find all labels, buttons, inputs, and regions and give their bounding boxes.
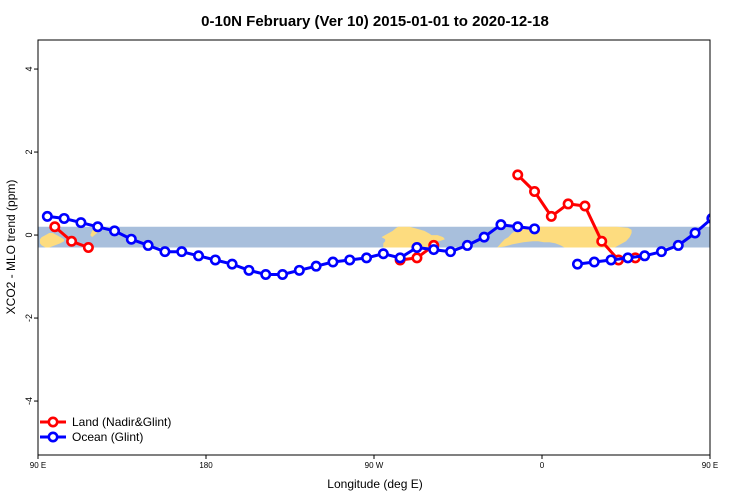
ocean-data-point (639, 250, 651, 262)
ocean-data-point (109, 225, 121, 237)
ocean-data-point (724, 220, 732, 228)
ocean-data-point (571, 258, 583, 270)
ocean-data-point (478, 231, 490, 243)
ocean-data-point (92, 221, 104, 233)
land-data-point (512, 169, 524, 181)
x-axis-label: Longitude (deg E) (327, 477, 422, 491)
ocean-data-point (706, 213, 710, 224)
land-data-point (411, 252, 423, 264)
ocean-data-point (226, 258, 238, 270)
ocean-data-point (588, 256, 600, 268)
ocean-data-point (125, 233, 137, 245)
ocean-data-point (293, 264, 305, 276)
ocean-data-point (605, 254, 617, 266)
ocean-data-point (741, 227, 749, 235)
x-tick-label: 0 (540, 461, 545, 470)
x-tick-label: 90 E (30, 461, 46, 470)
land-data-point (596, 235, 608, 247)
ocean-data-point (361, 252, 373, 264)
y-tick-label: 0 (24, 233, 34, 238)
ocean-data-point (529, 223, 541, 235)
y-tick-label: -2 (24, 314, 34, 322)
x-axis: 90 E 180 90 W 0 90 E (30, 455, 718, 470)
land-data-point (66, 235, 78, 247)
ocean-data-point (75, 217, 87, 229)
ocean-data-point (344, 254, 356, 266)
ocean-data-point (176, 246, 188, 258)
land-data-point (82, 242, 94, 254)
chart-title: 0-10N February (Ver 10) 2015-01-01 to 20… (201, 13, 549, 30)
ocean-data-point (277, 268, 289, 280)
ocean-data-point (142, 239, 154, 251)
y-tick-label: 4 (24, 67, 34, 72)
series-layer (41, 169, 749, 280)
ocean-data-point (689, 227, 701, 239)
y-axis: -4 -2 0 2 4 (24, 67, 38, 405)
y-tick-label: -4 (24, 397, 34, 405)
land-data-point (579, 200, 591, 212)
land-data-point (49, 221, 61, 233)
ocean-data-point (411, 242, 423, 254)
ocean-data-point (428, 244, 440, 256)
y-tick-label: 2 (24, 150, 34, 155)
x-tick-label: 180 (199, 461, 213, 470)
legend-ocean-marker (47, 431, 59, 443)
ocean-data-point (159, 246, 171, 258)
legend-land-marker (47, 416, 59, 428)
land-shape-0 (39, 233, 65, 248)
ocean-data-point (672, 239, 684, 251)
land-data-point (529, 185, 541, 197)
land-shape-3 (430, 235, 445, 242)
land-data-point (545, 210, 557, 222)
ocean-data-point (243, 264, 255, 276)
land-shape-6 (727, 231, 750, 248)
ocean-data-point (209, 254, 221, 266)
land-data-point (562, 198, 574, 210)
ocean-data-point (512, 221, 524, 233)
ocean-data-point (193, 250, 205, 262)
ocean-data-point (622, 252, 634, 264)
ocean-data-point (445, 246, 457, 258)
ocean-data-point (394, 252, 406, 264)
ocean-data-point (495, 219, 507, 231)
ocean-data-point (655, 246, 667, 258)
ocean-data-point (461, 239, 473, 251)
ocean-data-point (377, 248, 389, 260)
ocean-data-point (260, 268, 272, 280)
legend-land-label: Land (Nadir&Glint) (72, 415, 171, 429)
x-tick-label: 90 W (365, 461, 384, 470)
ocean-data-point (327, 256, 339, 268)
y-axis-label: XCO2 - MLO trend (ppm) (4, 180, 18, 315)
x-tick-label: 90 E (702, 461, 718, 470)
ocean-data-point (310, 260, 322, 272)
ocean-data-point (58, 212, 70, 224)
ocean-data-point (41, 210, 53, 222)
legend-ocean-label: Ocean (Glint) (72, 430, 143, 444)
legend: Land (Nadir&Glint) Ocean (Glint) (40, 415, 171, 444)
land-shape-2 (381, 226, 436, 248)
